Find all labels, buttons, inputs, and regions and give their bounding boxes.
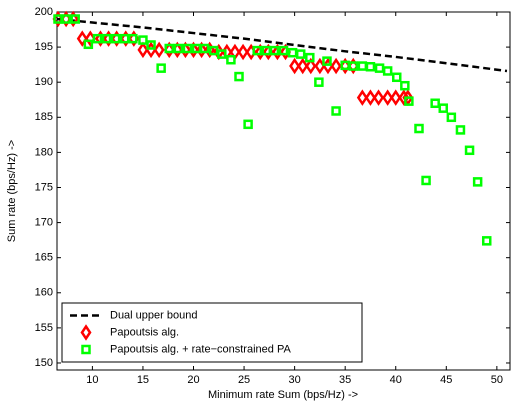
point xyxy=(128,33,138,44)
point xyxy=(164,43,174,54)
point xyxy=(243,119,253,130)
y-tick-label: 200 xyxy=(35,6,53,18)
point xyxy=(153,41,165,59)
point xyxy=(138,35,148,45)
point xyxy=(61,14,71,24)
point xyxy=(76,30,88,47)
point xyxy=(404,96,414,106)
point xyxy=(438,103,449,113)
point xyxy=(331,106,341,116)
point xyxy=(297,57,309,75)
point xyxy=(356,89,368,106)
x-tick-label: 45 xyxy=(440,374,452,386)
y-tick-label: 170 xyxy=(35,216,53,228)
point xyxy=(70,14,80,24)
point xyxy=(430,98,440,109)
point xyxy=(364,89,376,106)
point xyxy=(305,52,315,63)
point xyxy=(421,175,431,186)
x-tick-label: 40 xyxy=(390,374,402,386)
y-tick-label: 195 xyxy=(35,41,53,53)
point xyxy=(295,49,306,59)
point xyxy=(330,57,342,75)
point xyxy=(382,66,393,76)
point xyxy=(182,43,193,54)
point xyxy=(237,43,249,61)
x-tick-label: 20 xyxy=(187,374,199,386)
y-tick-label: 180 xyxy=(35,146,53,158)
y-tick-label: 160 xyxy=(35,287,53,299)
point xyxy=(365,62,376,72)
x-tick-label: 35 xyxy=(339,374,351,386)
point xyxy=(400,80,410,91)
point xyxy=(414,123,424,134)
x-tick-label: 25 xyxy=(238,374,250,386)
point xyxy=(348,61,359,71)
point xyxy=(269,45,280,56)
point xyxy=(472,177,483,187)
point xyxy=(252,45,262,56)
point xyxy=(199,43,210,54)
point xyxy=(314,77,324,87)
bound-line xyxy=(56,17,508,73)
point xyxy=(382,89,394,106)
legend-label: Papoutsis alg. xyxy=(110,326,179,338)
point xyxy=(481,236,492,246)
legend-label: Dual upper bound xyxy=(110,309,197,321)
x-axis-title: Minimum rate Sum (bps/Hz) -> xyxy=(208,389,358,401)
point xyxy=(322,56,332,66)
legend-swatch xyxy=(80,324,92,341)
point xyxy=(390,89,402,106)
x-tick-label: 15 xyxy=(137,374,149,386)
point xyxy=(146,40,156,50)
legend-swatch xyxy=(81,344,91,355)
point xyxy=(446,112,457,123)
point xyxy=(217,49,227,59)
point xyxy=(137,41,149,59)
x-tick-label: 10 xyxy=(86,374,98,386)
x-tick-label: 50 xyxy=(491,374,503,386)
point xyxy=(92,33,103,44)
y-tick-label: 165 xyxy=(35,252,53,264)
legend-label: Papoutsis alg. + rate−constrained PA xyxy=(110,343,291,355)
x-tick-label: 30 xyxy=(288,374,300,386)
point xyxy=(156,63,166,73)
point xyxy=(173,43,184,54)
point xyxy=(226,54,236,65)
legend-box xyxy=(61,302,363,363)
y-tick-label: 190 xyxy=(35,76,53,88)
point xyxy=(278,45,289,56)
point xyxy=(83,39,94,50)
y-axis-title: Sum rate (bps/Hz) -> xyxy=(6,140,18,242)
point xyxy=(455,125,466,135)
point xyxy=(234,71,244,82)
y-tick-label: 155 xyxy=(35,322,53,334)
y-tick-label: 150 xyxy=(35,357,53,369)
point xyxy=(101,33,112,44)
y-tick-label: 175 xyxy=(35,181,53,193)
point xyxy=(305,57,317,75)
point xyxy=(373,89,385,106)
point xyxy=(289,57,301,75)
point xyxy=(110,33,121,44)
point xyxy=(392,72,402,83)
y-tick-label: 185 xyxy=(35,111,53,123)
point xyxy=(464,145,475,156)
